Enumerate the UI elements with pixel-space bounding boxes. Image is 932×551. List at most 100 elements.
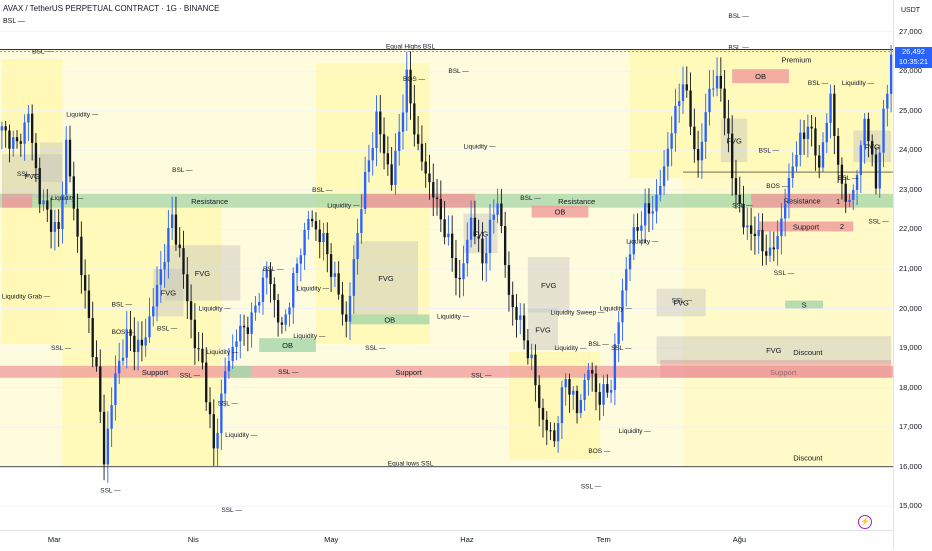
liquidity-label: Liquidity — [225, 432, 258, 439]
candle-body [575, 390, 579, 414]
candle-body [462, 263, 465, 280]
candle-body [292, 273, 295, 308]
liquidity-label: Liquidity — [199, 306, 232, 313]
fvg-label: FVG [195, 269, 211, 278]
time-axis[interactable] [0, 530, 893, 551]
candle-body [742, 203, 745, 228]
zone-box [785, 300, 823, 309]
candle-body [647, 203, 651, 214]
premium-zone [630, 49, 892, 178]
bos-label: BOS — [112, 329, 135, 336]
candle-body [27, 113, 30, 123]
candle-body [375, 111, 378, 149]
candle-body [568, 379, 571, 395]
candle-body [110, 405, 113, 429]
candle-body [889, 54, 893, 94]
candle-body [307, 218, 310, 230]
candle-body [640, 225, 643, 231]
candle-body [246, 327, 250, 334]
candle-body [602, 384, 605, 405]
ssl-label: SSL — [218, 400, 239, 407]
candle-body [848, 199, 851, 202]
candle-body [636, 227, 639, 231]
fvg-label: FVG [24, 172, 40, 181]
y-tick-label: 17,000 [899, 422, 922, 432]
ssl-label: SSL — [51, 345, 72, 352]
candle-body [473, 217, 477, 237]
candle-body [591, 370, 594, 374]
liquidity-label: Liquidity — [66, 112, 99, 119]
candle-body [174, 214, 178, 245]
candle-body [386, 153, 390, 165]
candle-body [700, 141, 704, 161]
candle-body [148, 316, 151, 338]
fvg-label: FVG [726, 136, 742, 145]
fvg-label: FVG [673, 299, 689, 308]
ssl-label: SSL — [278, 369, 299, 376]
candle-body [659, 185, 662, 195]
candle-body [118, 360, 121, 374]
x-tick-label: Ağu [732, 535, 747, 544]
candle-body [129, 329, 132, 336]
bos-label: BOS — [588, 448, 611, 455]
candle-body [560, 387, 564, 424]
bsl-label: BSL — [32, 48, 53, 55]
candle-body [583, 380, 586, 400]
candle-body [57, 222, 60, 230]
candle-body [564, 379, 567, 388]
candle-body [348, 295, 352, 322]
candle-body [409, 69, 412, 104]
price-axis[interactable] [893, 0, 932, 550]
candle-body [731, 133, 734, 179]
candle-body [299, 255, 302, 264]
y-tick-label: 21,000 [899, 263, 922, 273]
zone-box [531, 205, 589, 218]
candle-body [670, 133, 673, 149]
bsl-label: BSL — [728, 44, 749, 51]
candle-body [280, 322, 284, 325]
candle-body [390, 164, 393, 185]
candle-body [844, 183, 847, 202]
candle-body [152, 306, 155, 317]
candle-body [787, 177, 791, 204]
ssl-label: SSL — [581, 483, 602, 490]
candle-body [488, 219, 492, 253]
candle-body [886, 93, 889, 109]
candle-body [405, 69, 408, 113]
candle-body [454, 257, 458, 278]
candle-body [223, 371, 227, 394]
candle-body [496, 203, 499, 215]
candle-body [0, 126, 4, 131]
candle-body [439, 198, 442, 220]
candle-body [666, 148, 670, 167]
lightning-icon[interactable]: ⚡ [858, 515, 872, 529]
y-tick-label: 15,000 [899, 501, 922, 511]
candle-body [424, 161, 427, 174]
resistance-band-red [1, 193, 33, 208]
y-tick-label: 26,000 [899, 66, 922, 76]
candle-body [572, 390, 575, 395]
candle-body [83, 275, 87, 291]
liquidity-label: Liquidity — [297, 286, 330, 293]
candle-body [451, 233, 454, 258]
candle-body [481, 238, 484, 264]
candle-body [795, 154, 798, 167]
candle-body [530, 354, 533, 359]
fvg-box [720, 118, 748, 163]
candle-body [220, 393, 223, 433]
candle-body [326, 232, 329, 255]
candle-body [541, 407, 545, 420]
zone-number: 1 [836, 197, 840, 206]
candle-body [61, 194, 64, 230]
candle-body [477, 236, 480, 239]
y-tick-label: 25,000 [899, 105, 922, 115]
candle-body [662, 166, 666, 186]
zone-box [758, 221, 854, 232]
candle-body [840, 164, 844, 184]
candle-body [579, 399, 583, 414]
fvg-box [164, 245, 241, 301]
y-tick-label: 20,000 [899, 303, 922, 313]
candle-body [723, 88, 726, 119]
zone-box [732, 69, 789, 84]
